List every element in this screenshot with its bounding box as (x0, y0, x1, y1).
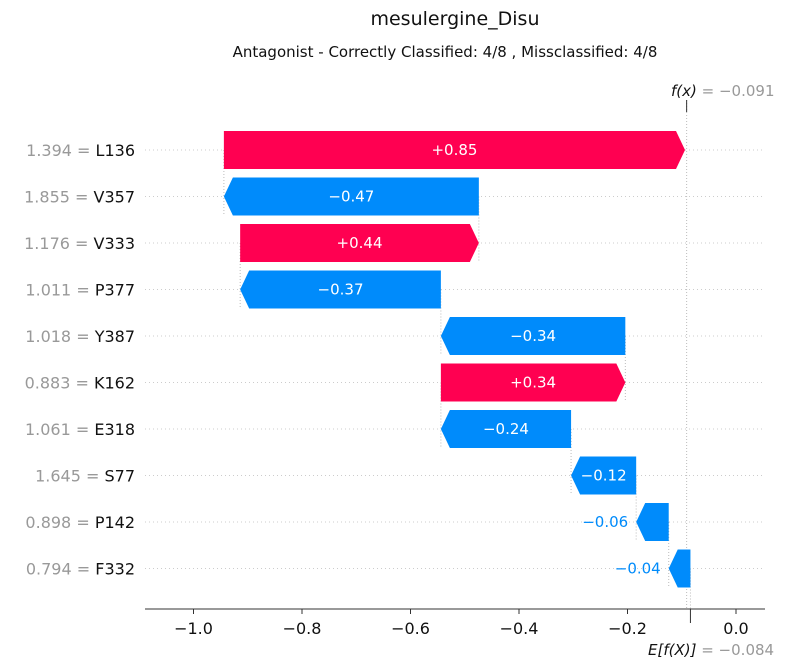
feature-label: 0.883 = K162 (25, 374, 135, 393)
feature-value: 1.394 = (26, 141, 95, 160)
feature-name: S77 (104, 467, 135, 486)
feature-name: P377 (95, 281, 135, 300)
feature-value: 1.176 = (24, 234, 93, 253)
feature-label: 1.645 = S77 (35, 467, 135, 486)
bar-v357 (223, 177, 479, 216)
bar-v333 (240, 224, 479, 262)
x-tick-label: −0.6 (391, 619, 430, 638)
feature-label: 1.855 = V357 (24, 188, 135, 207)
bar-l136 (223, 131, 686, 169)
feature-name: V357 (94, 188, 135, 207)
feature-value: 0.898 = (25, 513, 94, 532)
bar-p377 (240, 270, 441, 309)
expected-value-label: E[f(X)] = −0.084 (648, 641, 774, 659)
bar-value-label: −0.24 (483, 420, 529, 438)
feature-name: F332 (95, 560, 135, 579)
bar-value-label: +0.44 (337, 234, 383, 252)
feature-value: 1.061 = (25, 420, 94, 439)
bar-y387 (440, 317, 626, 355)
feature-name: E318 (94, 420, 135, 439)
bar-value-label: −0.04 (615, 560, 661, 578)
feature-name: L136 (96, 141, 135, 160)
fx-value: = −0.091 (697, 82, 775, 100)
x-tick-label: −0.2 (608, 619, 647, 638)
fx-name: f(x) (671, 82, 697, 100)
x-tick-label: −0.4 (500, 619, 539, 638)
expected-value-value: = −0.084 (696, 641, 774, 659)
feature-value: 0.883 = (25, 374, 94, 393)
x-tick-label: −0.8 (283, 619, 322, 638)
bar-p142 (636, 503, 669, 541)
feature-name: P142 (95, 513, 135, 532)
bar-value-label: −0.47 (328, 188, 374, 206)
chart-subtitle: Antagonist - Correctly Classified: 4/8 ,… (233, 43, 658, 61)
bar-value-label: +0.34 (510, 374, 556, 392)
feature-label: 1.176 = V333 (24, 234, 135, 253)
feature-name: V333 (94, 234, 135, 253)
feature-value: 0.794 = (26, 560, 95, 579)
bar-value-label: −0.37 (318, 281, 364, 299)
bar-f332 (668, 549, 691, 588)
feature-value: 1.018 = (25, 327, 94, 346)
feature-label: 0.898 = P142 (25, 513, 135, 532)
x-tick-label: −1.0 (174, 619, 213, 638)
feature-label: 1.394 = L136 (26, 141, 135, 160)
bar-k162 (440, 363, 626, 402)
feature-value: 1.645 = (35, 467, 104, 486)
bar-s77 (571, 456, 637, 495)
feature-value: 1.011 = (25, 281, 94, 300)
feature-name: Y387 (94, 327, 135, 346)
feature-name: K162 (94, 374, 135, 393)
x-tick-label: 0.0 (723, 619, 748, 638)
feature-label: 0.794 = F332 (26, 560, 135, 579)
bar-value-label: −0.34 (510, 327, 556, 345)
fx-label: f(x) = −0.091 (671, 82, 775, 100)
bar-e318 (440, 410, 572, 448)
bar-value-label: +0.85 (431, 141, 477, 159)
bar-value-label: −0.12 (581, 467, 627, 485)
feature-label: 1.011 = P377 (25, 281, 135, 300)
expected-value-name: E[f(X)] (648, 641, 697, 659)
bar-value-label: −0.06 (582, 513, 628, 531)
feature-label: 1.018 = Y387 (25, 327, 135, 346)
chart-title: mesulergine_Disu (370, 8, 539, 30)
feature-value: 1.855 = (24, 188, 93, 207)
feature-label: 1.061 = E318 (25, 420, 135, 439)
